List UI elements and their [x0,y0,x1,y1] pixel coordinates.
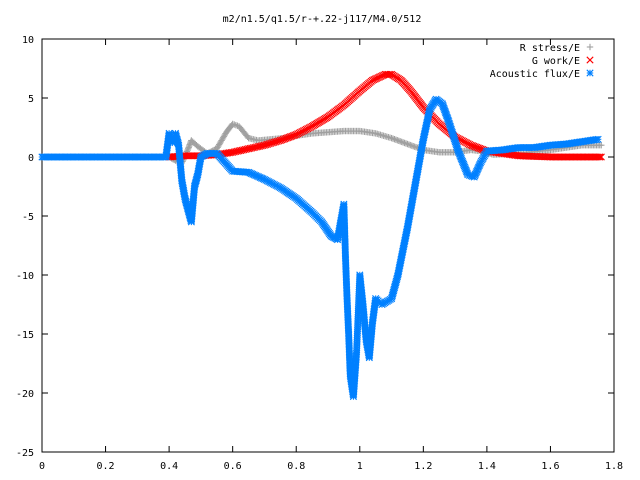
y-tick-label: -5 [22,212,34,223]
y-tick-label: -15 [16,330,34,341]
x-tick-label: 1.2 [414,461,432,472]
x-tick-label: 0.8 [287,461,305,472]
x-tick-label: 1.8 [605,461,623,472]
x-tick-label: 1.6 [541,461,559,472]
x-tick-label: 0 [39,461,45,472]
y-tick-label: -25 [16,448,34,459]
legend-label: G work/E [532,56,580,67]
legend: R stress/E G work/E Acoustic flux/E [490,43,594,80]
legend-marker [586,69,594,77]
data-point [594,153,602,161]
series-star [38,95,602,401]
x-tick-label: 0.2 [97,461,115,472]
legend-label: R stress/E [520,43,580,54]
x-tick-label: 0.4 [160,461,178,472]
series-layer [38,70,605,401]
x-tick-label: 1 [357,461,363,472]
x-tick-label: 1.4 [478,461,496,472]
data-point [597,153,605,161]
legend-marker [586,56,594,64]
y-tick-label: 10 [22,35,34,46]
y-tick-label: 5 [28,94,34,105]
axes: 0 0.2 0.4 0.6 0.8 1 1.2 1.4 1.6 1.8 10 5 0 -5 -10 -15 -2… [16,35,623,472]
legend-label: Acoustic flux/E [490,69,580,80]
legend-marker [586,43,594,51]
y-tick-label: -20 [16,389,34,400]
plot-frame [41,38,615,453]
chart-title: m2/n1.5/q1.5/r-+.22-j117/M4.0/512 [223,14,422,25]
data-point [594,135,602,143]
data-point [184,146,191,154]
data-point [596,153,604,161]
y-tick-label: -10 [16,271,34,282]
y-tick-label: 0 [28,153,34,164]
data-point [598,142,605,149]
x-tick-label: 0.6 [224,461,242,472]
